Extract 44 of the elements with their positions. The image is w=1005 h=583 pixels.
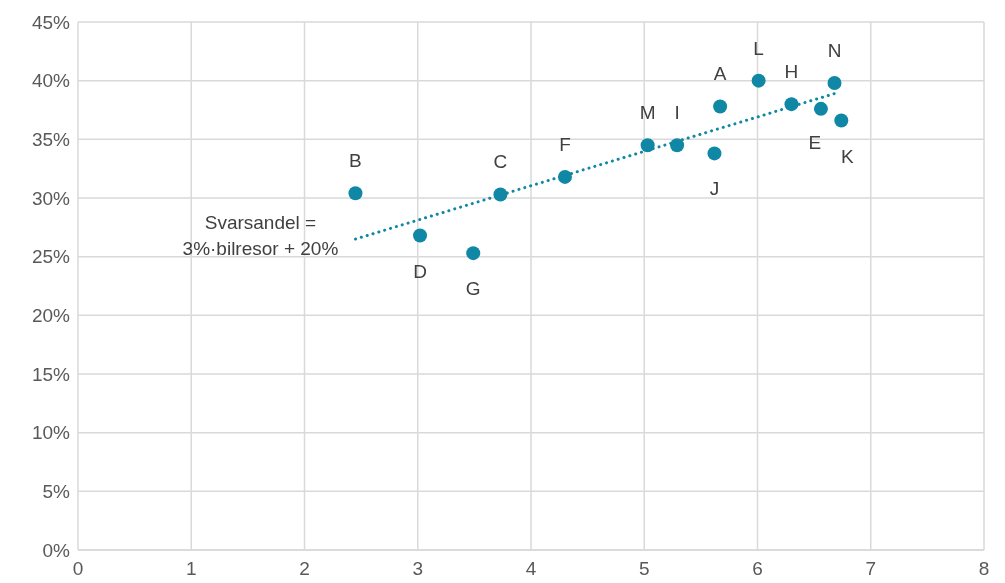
annotation: J: [709, 178, 720, 200]
y-tick-label: 25%: [31, 246, 71, 268]
x-tick-label: 0: [72, 558, 84, 580]
x-tick-label: 8: [978, 558, 990, 580]
x-tick-label: 2: [299, 558, 310, 580]
point: [813, 101, 828, 116]
annotation: A: [713, 63, 727, 85]
y-tick-label: 0%: [42, 539, 71, 561]
x-tick-label: 4: [525, 558, 537, 580]
point: [834, 113, 849, 128]
annotation: N: [827, 40, 842, 62]
point: [827, 76, 842, 91]
annotation: C: [493, 151, 508, 173]
y-tick-label: 45%: [31, 11, 71, 33]
annotation: K: [840, 145, 854, 167]
annotation: B: [349, 150, 362, 172]
point: [670, 138, 685, 153]
annotation: G: [465, 278, 481, 300]
annotation: E: [808, 131, 822, 153]
y-tick-label: 20%: [31, 305, 71, 327]
y-tick-label: 30%: [31, 187, 71, 209]
annotation: M: [639, 102, 656, 124]
y-tick-label: 40%: [31, 70, 71, 92]
point: [713, 99, 728, 114]
x-tick-label: 5: [638, 558, 650, 580]
point: [707, 146, 722, 161]
y-tick-label: 5%: [42, 481, 71, 503]
annotation: D: [413, 260, 427, 282]
y-tick-label: 10%: [31, 422, 71, 444]
x-tick-label: 6: [752, 558, 763, 580]
x-tick-label: 3: [412, 558, 424, 580]
point: [413, 228, 428, 243]
x-tick-label: 7: [865, 558, 877, 580]
point: [348, 186, 363, 201]
y-tick-label: 15%: [31, 363, 71, 385]
annotation: Svarsandel = 3%·bilresor + 20%: [182, 212, 339, 260]
annotation: F: [559, 133, 571, 155]
annotation: L: [753, 37, 764, 59]
point: [466, 246, 481, 261]
x-tick-label: 1: [185, 558, 197, 580]
point: [751, 73, 766, 88]
annotation: H: [784, 61, 799, 83]
annotation: I: [674, 102, 680, 124]
y-tick-label: 35%: [31, 129, 71, 151]
